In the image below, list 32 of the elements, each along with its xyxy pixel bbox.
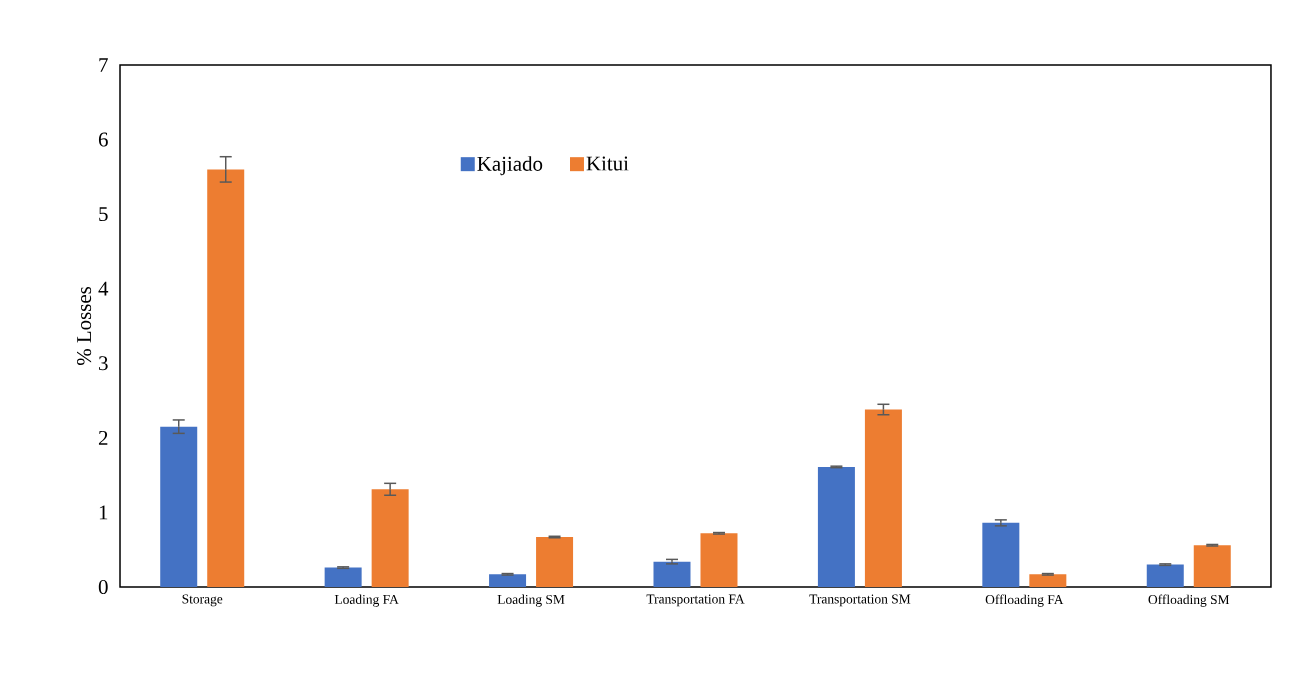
bar <box>1029 574 1067 587</box>
bar <box>160 426 198 587</box>
legend-label: Kajiado <box>477 156 543 176</box>
bar <box>982 522 1020 587</box>
y-tick-label: 5 <box>99 207 108 222</box>
x-tick-label: Offloading SM <box>1148 594 1230 607</box>
y-axis-title: % Losses <box>77 286 92 366</box>
bar <box>371 489 409 587</box>
y-tick-label: 1 <box>99 505 108 520</box>
bar <box>489 574 527 587</box>
y-tick-label: 4 <box>98 281 109 296</box>
x-tick-label: Offloading FA <box>985 594 1064 607</box>
y-tick-label: 6 <box>98 132 108 147</box>
x-tick-label: Loading SM <box>497 594 565 607</box>
y-tick-label: 2 <box>98 430 108 445</box>
y-tick-label: 3 <box>99 356 108 371</box>
bar <box>207 169 245 587</box>
bar <box>864 409 902 587</box>
x-tick-label: Storage <box>182 594 223 607</box>
bar <box>1146 564 1184 587</box>
bar <box>700 533 738 587</box>
bar <box>817 466 855 587</box>
x-tick-label: Transportation FA <box>646 594 745 607</box>
y-tick-label: 0 <box>98 579 108 595</box>
bar <box>536 537 574 587</box>
legend-label: Kitui <box>586 156 629 171</box>
bar <box>1193 545 1231 587</box>
bar <box>653 561 691 587</box>
bar <box>324 567 362 587</box>
x-tick-label: Transportation SM <box>809 594 911 607</box>
x-tick-label: Loading FA <box>334 594 399 607</box>
y-tick-label: 7 <box>99 58 108 72</box>
